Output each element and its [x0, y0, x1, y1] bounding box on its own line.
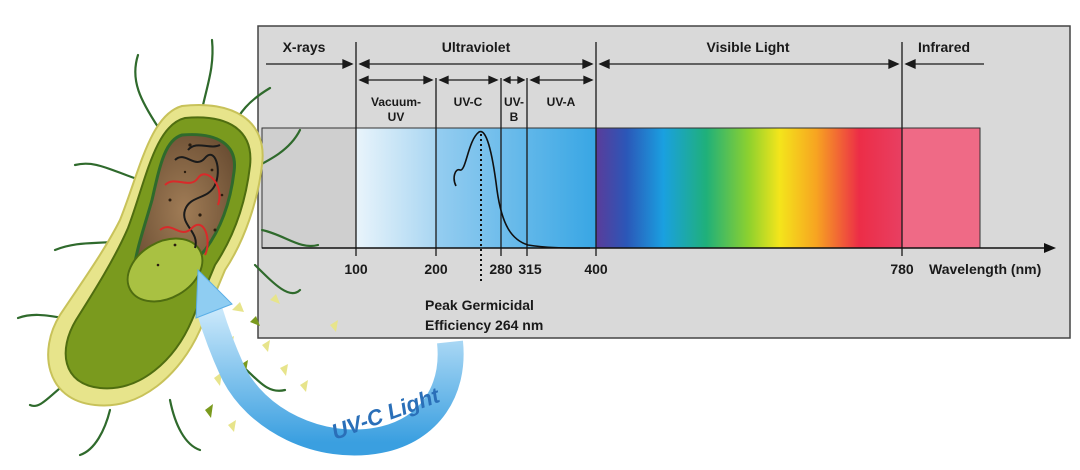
- label-uva: UV-A: [547, 95, 576, 109]
- region-arrows: [266, 58, 984, 70]
- tick-780: 780: [890, 261, 914, 277]
- axis-label: Wavelength (nm): [929, 261, 1041, 277]
- vacuum-uv-band: [356, 128, 436, 248]
- region-dividers: [355, 42, 903, 256]
- tick-280: 280: [489, 261, 513, 277]
- visible-band: [596, 128, 902, 248]
- label-uvb-line1: UV-: [504, 95, 524, 109]
- bacterium-illustration: [16, 38, 338, 457]
- tick-315: 315: [518, 261, 542, 277]
- peak-annotation-line1: Peak Germicidal: [425, 297, 534, 313]
- label-visible-light: Visible Light: [707, 39, 790, 55]
- cell-speckles: [156, 143, 224, 267]
- label-xrays: X-rays: [283, 39, 326, 55]
- bacterium-opening: [126, 237, 204, 303]
- peak-annotation-line2: Efficiency 264 nm: [425, 317, 543, 333]
- tick-400: 400: [584, 261, 608, 277]
- uvc-light-arrow: [197, 308, 464, 456]
- dna-strands: [159, 144, 221, 256]
- label-vacuum-uv-line2: UV: [388, 110, 405, 124]
- uvc-arrowhead: [195, 268, 233, 319]
- tick-100: 100: [344, 261, 368, 277]
- label-vacuum-uv-line1: Vacuum-: [371, 95, 421, 109]
- label-ultraviolet: Ultraviolet: [442, 39, 511, 55]
- label-infrared: Infrared: [918, 39, 970, 55]
- germicidal-efficiency-curve: [453, 130, 591, 249]
- label-uvb-line2: B: [510, 110, 519, 124]
- uv-band: [436, 128, 596, 248]
- label-uvc: UV-C: [454, 95, 483, 109]
- tick-200: 200: [424, 261, 448, 277]
- subregion-arrows: [358, 75, 594, 85]
- axis-arrowhead: [1044, 243, 1056, 253]
- xray-band: [262, 128, 356, 248]
- infrared-band: [902, 128, 980, 248]
- spectrum-band: [261, 127, 981, 249]
